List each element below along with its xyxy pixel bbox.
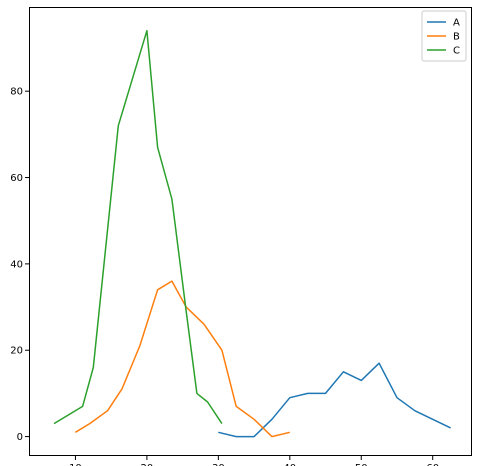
series-layer bbox=[53, 29, 451, 438]
legend-label-b: B bbox=[453, 32, 460, 43]
y-tick-label: 80 bbox=[10, 87, 23, 98]
y-tick-label: 60 bbox=[10, 173, 23, 184]
series-line-c bbox=[53, 29, 223, 425]
y-tick-label: 40 bbox=[10, 259, 23, 270]
x-tick-label: 20 bbox=[141, 463, 154, 466]
x-tick-label: 30 bbox=[212, 463, 225, 466]
legend-label-c: C bbox=[453, 46, 460, 57]
x-tick-label: 60 bbox=[426, 463, 439, 466]
x-tick-label: 40 bbox=[283, 463, 296, 466]
plot-frame bbox=[29, 7, 472, 456]
x-tick-label: 50 bbox=[355, 463, 368, 466]
y-tick-label: 0 bbox=[17, 432, 23, 443]
x-tick-label: 10 bbox=[69, 463, 82, 466]
series-line-a bbox=[218, 362, 451, 438]
legend: ABC bbox=[421, 10, 467, 62]
series-line-b bbox=[75, 280, 290, 438]
y-tick-label: 20 bbox=[10, 346, 23, 357]
legend-label-a: A bbox=[453, 18, 460, 29]
axis-layer: 10 20 30 40 50 60 0 20 40 60 80 bbox=[10, 87, 439, 466]
